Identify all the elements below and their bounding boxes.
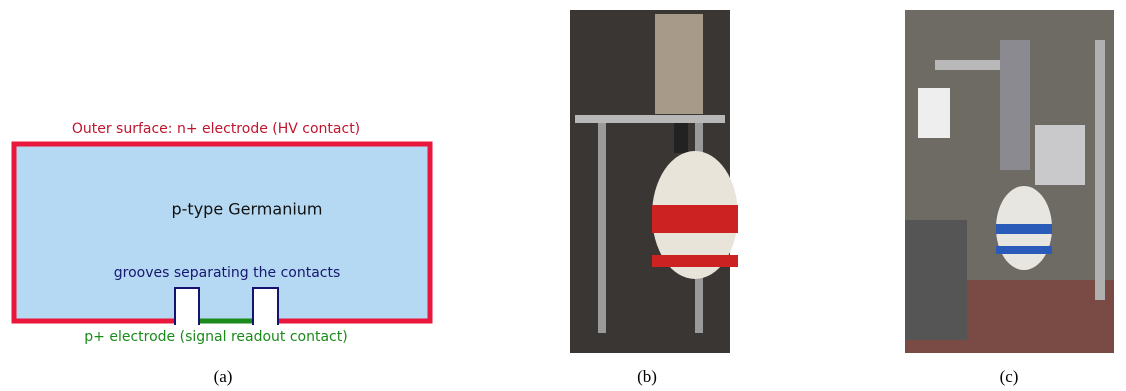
paper-sheet: [918, 88, 950, 138]
cold-finger: [674, 123, 688, 153]
table-top: [575, 115, 725, 123]
photo-c: [905, 10, 1114, 353]
cryostat-arm: [1000, 40, 1030, 170]
groove-gap: [254, 319, 277, 325]
dewar-band: [652, 205, 738, 233]
crystal: [14, 144, 430, 321]
detector-diagram: Outer surface: n+ electrode (HV contact)…: [14, 121, 430, 345]
groove: [175, 288, 199, 324]
outer-label: Outer surface: n+ electrode (HV contact): [72, 121, 360, 137]
figure: Outer surface: n+ electrode (HV contact)…: [0, 0, 1126, 391]
caption: (c): [1000, 367, 1019, 386]
groove: [253, 288, 278, 324]
frame-post: [1095, 40, 1105, 300]
dewar-band: [996, 246, 1052, 254]
table-leg: [598, 123, 606, 333]
caption: (a): [214, 367, 233, 386]
electronics-box: [1035, 125, 1085, 185]
dewar-band: [996, 224, 1052, 234]
dewar-band: [652, 255, 738, 267]
inner-label: p+ electrode (signal readout contact): [84, 329, 347, 345]
groove-label: grooves separating the contacts: [114, 265, 341, 281]
caption: (b): [637, 367, 657, 386]
bulk-label: p-type Germanium: [172, 200, 323, 219]
photo-b: [570, 10, 738, 353]
cabinet: [905, 220, 967, 340]
shield: [655, 14, 703, 114]
groove-gap: [176, 319, 198, 325]
